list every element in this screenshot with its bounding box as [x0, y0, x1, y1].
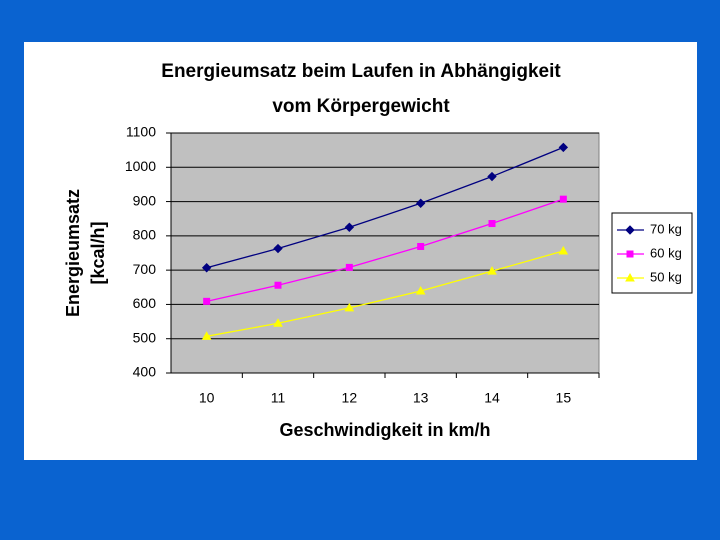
legend	[611, 212, 693, 294]
y-tick-label: 700	[133, 261, 157, 277]
data-point	[417, 242, 425, 250]
y-tick-label: 600	[133, 295, 157, 311]
chart-title: vom Körpergewicht	[272, 96, 450, 117]
data-point	[344, 222, 355, 232]
y-tick-label: 1100	[126, 124, 156, 140]
data-point	[344, 302, 355, 312]
chart-title: Energieumsatz beim Laufen in Abhängigkei…	[161, 61, 561, 82]
data-point	[273, 318, 283, 327]
data-point	[559, 195, 567, 203]
y-tick-label: 400	[133, 364, 157, 380]
x-tick-label: 13	[413, 390, 429, 406]
plot-area	[170, 132, 600, 374]
x-axis-label: Geschwindigkeit in km/h	[279, 420, 490, 440]
data-point	[487, 171, 497, 182]
data-point	[201, 263, 212, 273]
data-point	[558, 142, 569, 153]
x-tick-label: 10	[199, 390, 215, 406]
y-axis-label: [kcal/h]	[88, 221, 108, 284]
y-tick-label: 900	[133, 192, 157, 208]
legend-marker	[625, 272, 635, 282]
legend-label: 50 kg	[650, 269, 682, 284]
legend-label: 60 kg	[650, 245, 682, 260]
data-point	[415, 286, 426, 295]
data-point	[415, 198, 426, 208]
x-tick-label: 12	[342, 390, 358, 406]
x-tick-label: 15	[556, 390, 572, 406]
legend-marker	[625, 225, 635, 235]
y-axis-label: Energieumsatz	[63, 189, 83, 317]
x-tick-label: 11	[271, 390, 286, 406]
data-point	[201, 331, 212, 340]
series-line	[206, 250, 564, 337]
data-point	[488, 220, 496, 228]
y-tick-label: 500	[133, 329, 157, 345]
series-line	[206, 146, 564, 269]
data-point	[345, 263, 353, 271]
y-tick-label: 800	[133, 227, 157, 243]
x-tick-label: 14	[484, 390, 500, 406]
data-point	[203, 297, 211, 305]
data-point	[558, 245, 569, 255]
y-tick-label: 1000	[125, 158, 156, 174]
data-point	[274, 281, 282, 289]
data-point	[273, 243, 283, 254]
data-point	[487, 266, 497, 275]
series-line	[206, 198, 564, 302]
legend-marker	[626, 250, 634, 258]
legend-label: 70 kg	[650, 221, 682, 236]
